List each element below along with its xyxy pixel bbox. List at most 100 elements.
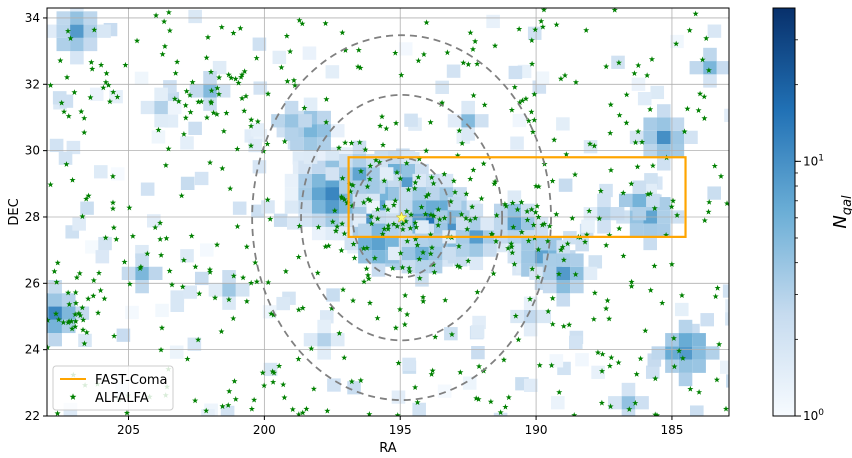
density-cell bbox=[570, 253, 584, 267]
density-cell bbox=[692, 359, 706, 373]
alfalfa-galaxy-marker bbox=[65, 113, 72, 119]
alfalfa-galaxy-marker bbox=[607, 101, 614, 108]
density-cell bbox=[508, 65, 523, 80]
density-cell bbox=[325, 226, 340, 241]
alfalfa-galaxy-marker bbox=[462, 215, 469, 221]
alfalfa-galaxy-marker bbox=[251, 396, 258, 403]
density-cell bbox=[621, 409, 636, 416]
alfalfa-galaxy-marker bbox=[269, 368, 276, 375]
alfalfa-galaxy-marker bbox=[470, 166, 477, 173]
density-cell bbox=[404, 113, 418, 127]
density-cell bbox=[188, 121, 202, 135]
alfalfa-galaxy-marker bbox=[195, 336, 202, 343]
alfalfa-galaxy-marker bbox=[405, 186, 412, 193]
legend-box bbox=[52, 365, 174, 411]
alfalfa-galaxy-marker bbox=[473, 395, 480, 401]
density-cell bbox=[366, 180, 380, 194]
alfalfa-galaxy-marker bbox=[91, 26, 98, 33]
density-cell bbox=[48, 293, 62, 307]
density-cell bbox=[689, 61, 704, 75]
alfalfa-galaxy-marker bbox=[392, 49, 399, 56]
alfalfa-galaxy-marker bbox=[606, 232, 613, 238]
density-cell bbox=[61, 306, 76, 320]
alfalfa-galaxy-marker bbox=[81, 340, 88, 347]
density-cell bbox=[632, 180, 647, 194]
alfalfa-galaxy-marker bbox=[338, 247, 345, 254]
alfalfa-galaxy-marker bbox=[237, 25, 244, 31]
alfalfa-galaxy-marker bbox=[428, 174, 435, 181]
alfalfa-galaxy-marker bbox=[399, 226, 406, 232]
alfalfa-galaxy-marker bbox=[78, 108, 85, 115]
density-cell bbox=[551, 396, 565, 410]
alfalfa-galaxy-marker bbox=[158, 252, 165, 258]
alfalfa-galaxy-marker bbox=[696, 389, 703, 395]
alfalfa-galaxy-marker bbox=[230, 29, 237, 36]
alfalfa-galaxy-marker bbox=[248, 405, 255, 412]
density-cell bbox=[684, 130, 698, 144]
density-cell bbox=[200, 243, 214, 257]
alfalfa-galaxy-marker bbox=[671, 363, 678, 370]
colorbar-ticks: 100 101 bbox=[795, 39, 824, 423]
alfalfa-galaxy-marker bbox=[403, 160, 410, 166]
alfalfa-galaxy-marker bbox=[364, 272, 371, 278]
colorbar-gradient bbox=[772, 7, 796, 417]
alfalfa-galaxy-marker bbox=[458, 211, 465, 217]
alfalfa-galaxy-marker bbox=[368, 213, 375, 220]
alfalfa-galaxy-marker bbox=[52, 310, 59, 317]
legend-fast-coma-label: FAST-Coma bbox=[95, 373, 168, 388]
alfalfa-galaxy-marker bbox=[166, 27, 173, 34]
alfalfa-galaxy-marker bbox=[374, 315, 381, 321]
alfalfa-galaxy-marker bbox=[712, 293, 719, 300]
density-cell bbox=[469, 256, 484, 271]
alfalfa-galaxy-marker bbox=[381, 177, 388, 184]
alfalfa-galaxy-marker bbox=[95, 309, 102, 316]
alfalfa-galaxy-marker bbox=[497, 409, 504, 415]
alfalfa-galaxy-marker bbox=[265, 279, 272, 285]
alfalfa-galaxy-marker bbox=[381, 203, 388, 209]
alfalfa-galaxy-marker bbox=[422, 211, 429, 217]
alfalfa-galaxy-marker bbox=[644, 72, 651, 78]
legend-alfalfa-label: ALFALFA bbox=[95, 391, 149, 406]
alfalfa-galaxy-marker bbox=[510, 224, 517, 230]
alfalfa-galaxy-marker bbox=[339, 175, 346, 181]
alfalfa-galaxy-marker bbox=[47, 317, 51, 323]
density-cell bbox=[442, 246, 456, 261]
alfalfa-galaxy-marker bbox=[649, 162, 656, 169]
density-cell bbox=[646, 193, 660, 208]
alfalfa-galaxy-marker bbox=[594, 349, 601, 356]
alfalfa-galaxy-marker bbox=[67, 35, 74, 41]
alfalfa-galaxy-marker bbox=[218, 24, 225, 30]
density-cell bbox=[610, 207, 625, 221]
alfalfa-galaxy-marker bbox=[536, 362, 543, 368]
density-cell bbox=[284, 173, 299, 188]
legend: FAST-Coma ALFALFA bbox=[52, 365, 174, 411]
alfalfa-galaxy-marker bbox=[215, 91, 222, 97]
alfalfa-galaxy-marker bbox=[428, 371, 435, 377]
alfalfa-galaxy-marker bbox=[310, 385, 317, 392]
alfalfa-galaxy-marker bbox=[539, 221, 546, 228]
density-cell bbox=[311, 200, 326, 214]
alfalfa-galaxy-marker bbox=[329, 218, 336, 225]
colorbar-label-main: N bbox=[830, 215, 851, 228]
alfalfa-galaxy-marker bbox=[572, 79, 579, 85]
alfalfa-galaxy-marker bbox=[239, 95, 246, 101]
density-cell bbox=[703, 74, 717, 88]
alfalfa-galaxy-marker bbox=[72, 300, 79, 306]
alfalfa-galaxy-marker bbox=[463, 190, 470, 197]
alfalfa-galaxy-marker bbox=[723, 405, 729, 412]
alfalfa-galaxy-marker bbox=[623, 91, 630, 98]
density-cell bbox=[189, 84, 204, 98]
alfalfa-galaxy-marker bbox=[72, 289, 79, 296]
alfalfa-galaxy-marker bbox=[234, 145, 241, 152]
density-cell bbox=[284, 100, 299, 115]
density-cell bbox=[716, 61, 729, 75]
alfalfa-galaxy-marker bbox=[253, 278, 260, 285]
alfalfa-galaxy-marker bbox=[545, 308, 552, 314]
alfalfa-galaxy-marker bbox=[623, 119, 630, 126]
density-cell bbox=[583, 207, 598, 221]
alfalfa-galaxy-marker bbox=[341, 354, 348, 361]
alfalfa-galaxy-marker bbox=[540, 8, 547, 13]
density-cell bbox=[524, 378, 538, 392]
alfalfa-galaxy-marker bbox=[534, 203, 541, 209]
alfalfa-galaxy-marker bbox=[416, 275, 423, 281]
